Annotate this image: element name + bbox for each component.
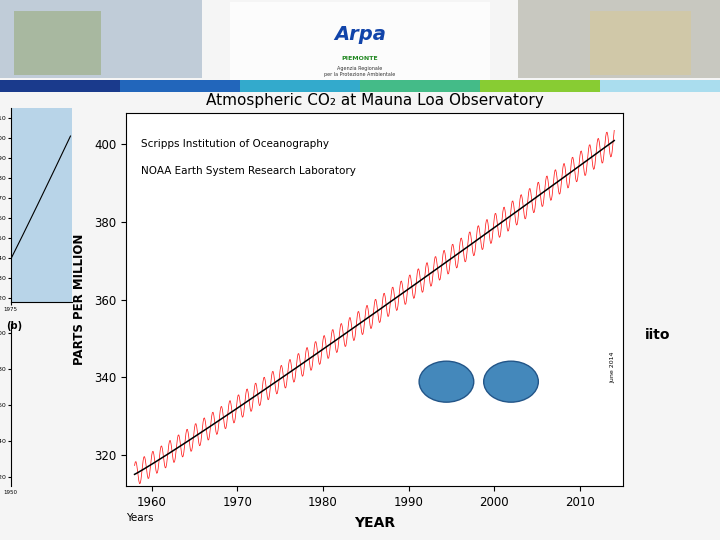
Bar xyxy=(120,80,240,92)
Bar xyxy=(0,0,202,78)
Text: (b): (b) xyxy=(6,321,22,332)
Bar xyxy=(518,0,720,78)
Y-axis label: PARTS PER MILLION: PARTS PER MILLION xyxy=(73,234,86,366)
Bar xyxy=(240,80,360,92)
X-axis label: YEAR: YEAR xyxy=(354,516,395,530)
Text: June 2014: June 2014 xyxy=(611,351,616,382)
Bar xyxy=(14,11,101,75)
Bar xyxy=(0,80,120,92)
Text: NOAA Earth System Research Laboratory: NOAA Earth System Research Laboratory xyxy=(141,166,356,176)
Bar xyxy=(590,11,691,75)
Title: Atmospheric CO₂ at Mauna Loa Observatory: Atmospheric CO₂ at Mauna Loa Observatory xyxy=(205,93,544,108)
Bar xyxy=(600,80,720,92)
Text: Arpa: Arpa xyxy=(334,25,386,44)
Bar xyxy=(230,2,490,83)
Circle shape xyxy=(484,361,539,402)
Circle shape xyxy=(419,361,474,402)
Bar xyxy=(480,80,600,92)
Bar xyxy=(360,80,480,92)
Text: PIEMONTE: PIEMONTE xyxy=(342,56,378,61)
Text: iito: iito xyxy=(644,328,670,342)
Text: Agenzia Regionale
per la Protezione Ambientale: Agenzia Regionale per la Protezione Ambi… xyxy=(325,66,395,77)
Text: Scripps Institution of Oceanography: Scripps Institution of Oceanography xyxy=(141,139,329,150)
Text: Years: Years xyxy=(126,514,153,523)
